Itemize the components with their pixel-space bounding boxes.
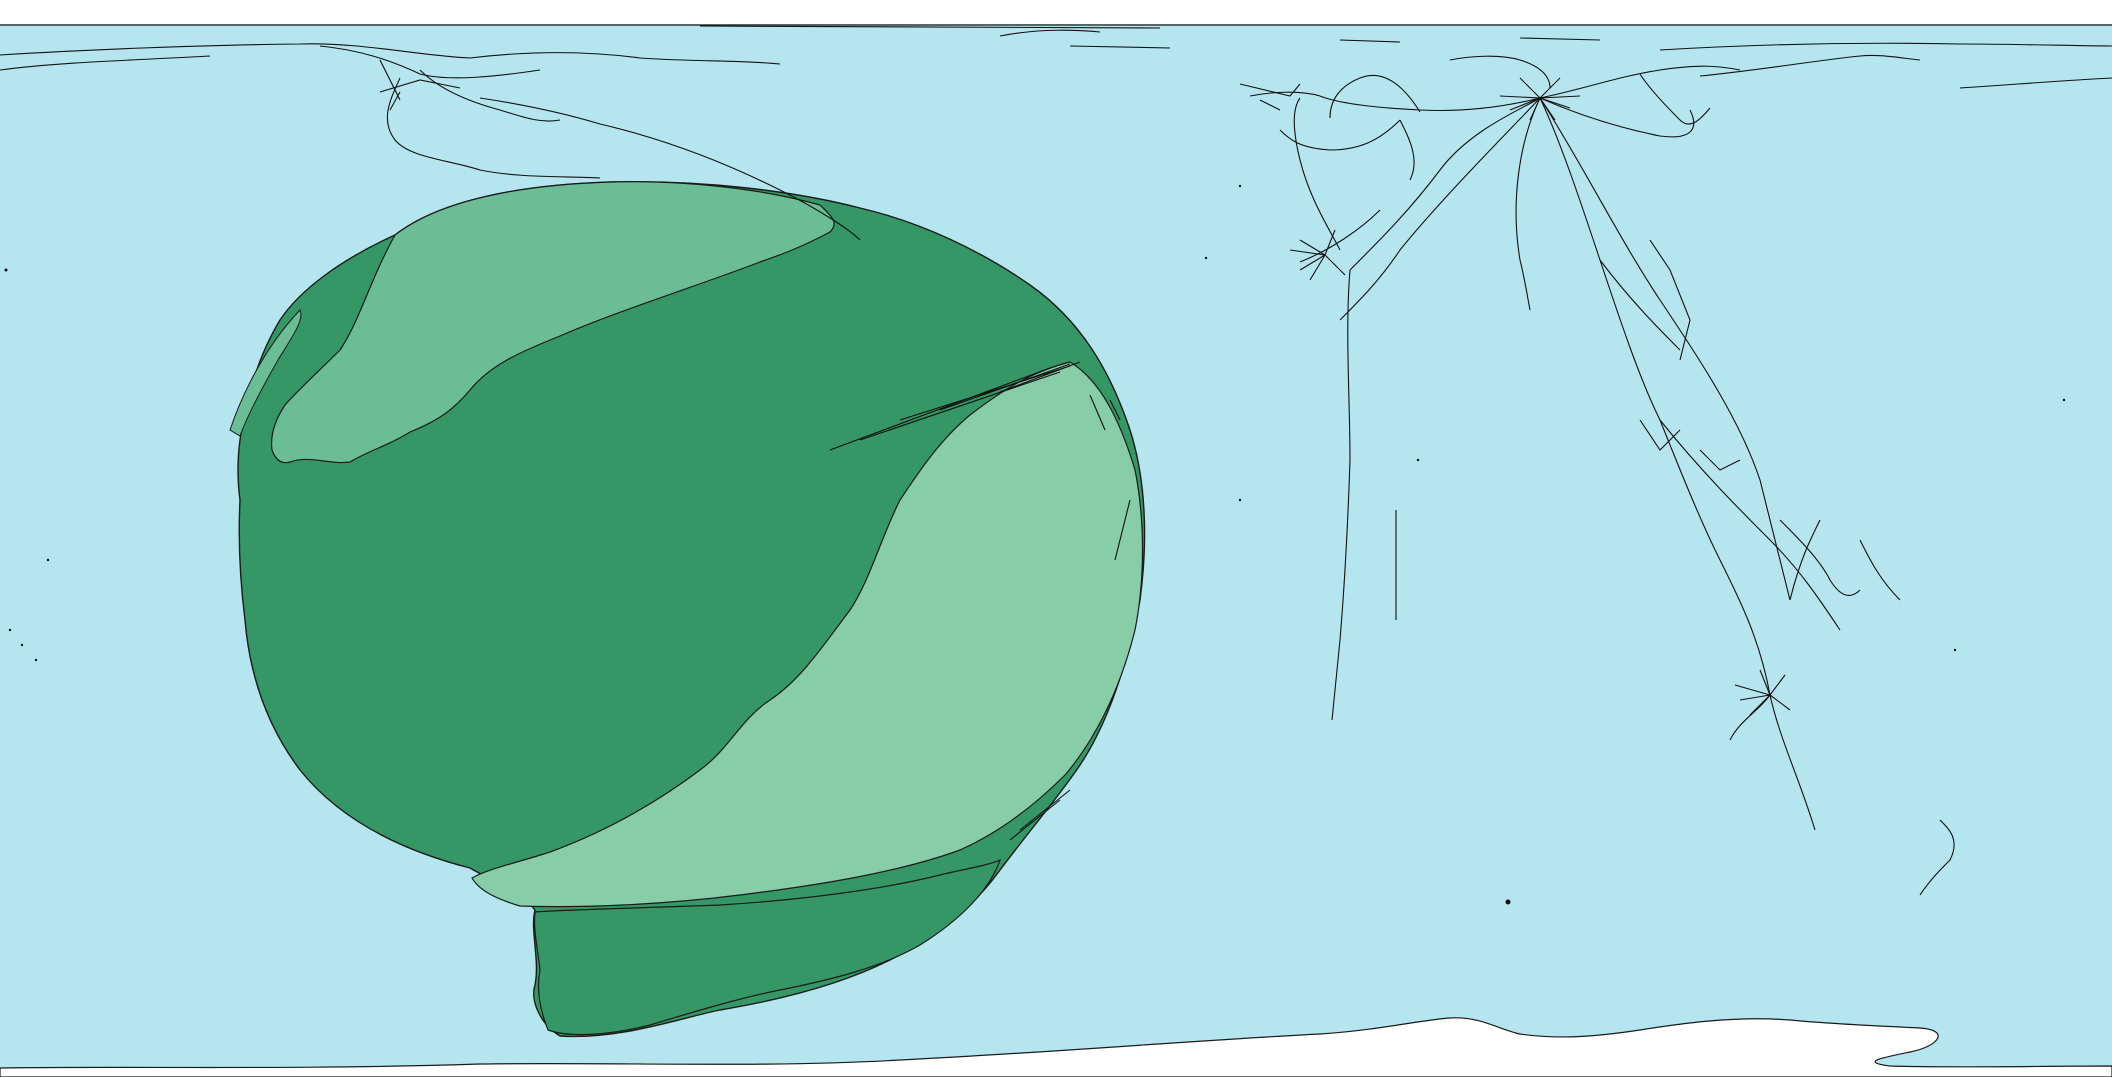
western-sliver: [229, 309, 302, 437]
antarctica-strip: [0, 1017, 2112, 1077]
southern-appendage: [533, 858, 1002, 1036]
arctic-coastline-network: [0, 25, 2112, 241]
northern-light-green-lobe: [270, 181, 835, 464]
island-specks: [4, 184, 2066, 905]
hub-starbursts: [1289, 77, 1791, 716]
southeastern-light-green-lobe: [471, 361, 1144, 908]
eurasian-thread-network: [1239, 55, 1791, 721]
interior-spike-network: [829, 361, 1131, 841]
southeast-asian-thread-network: [1599, 239, 1955, 896]
